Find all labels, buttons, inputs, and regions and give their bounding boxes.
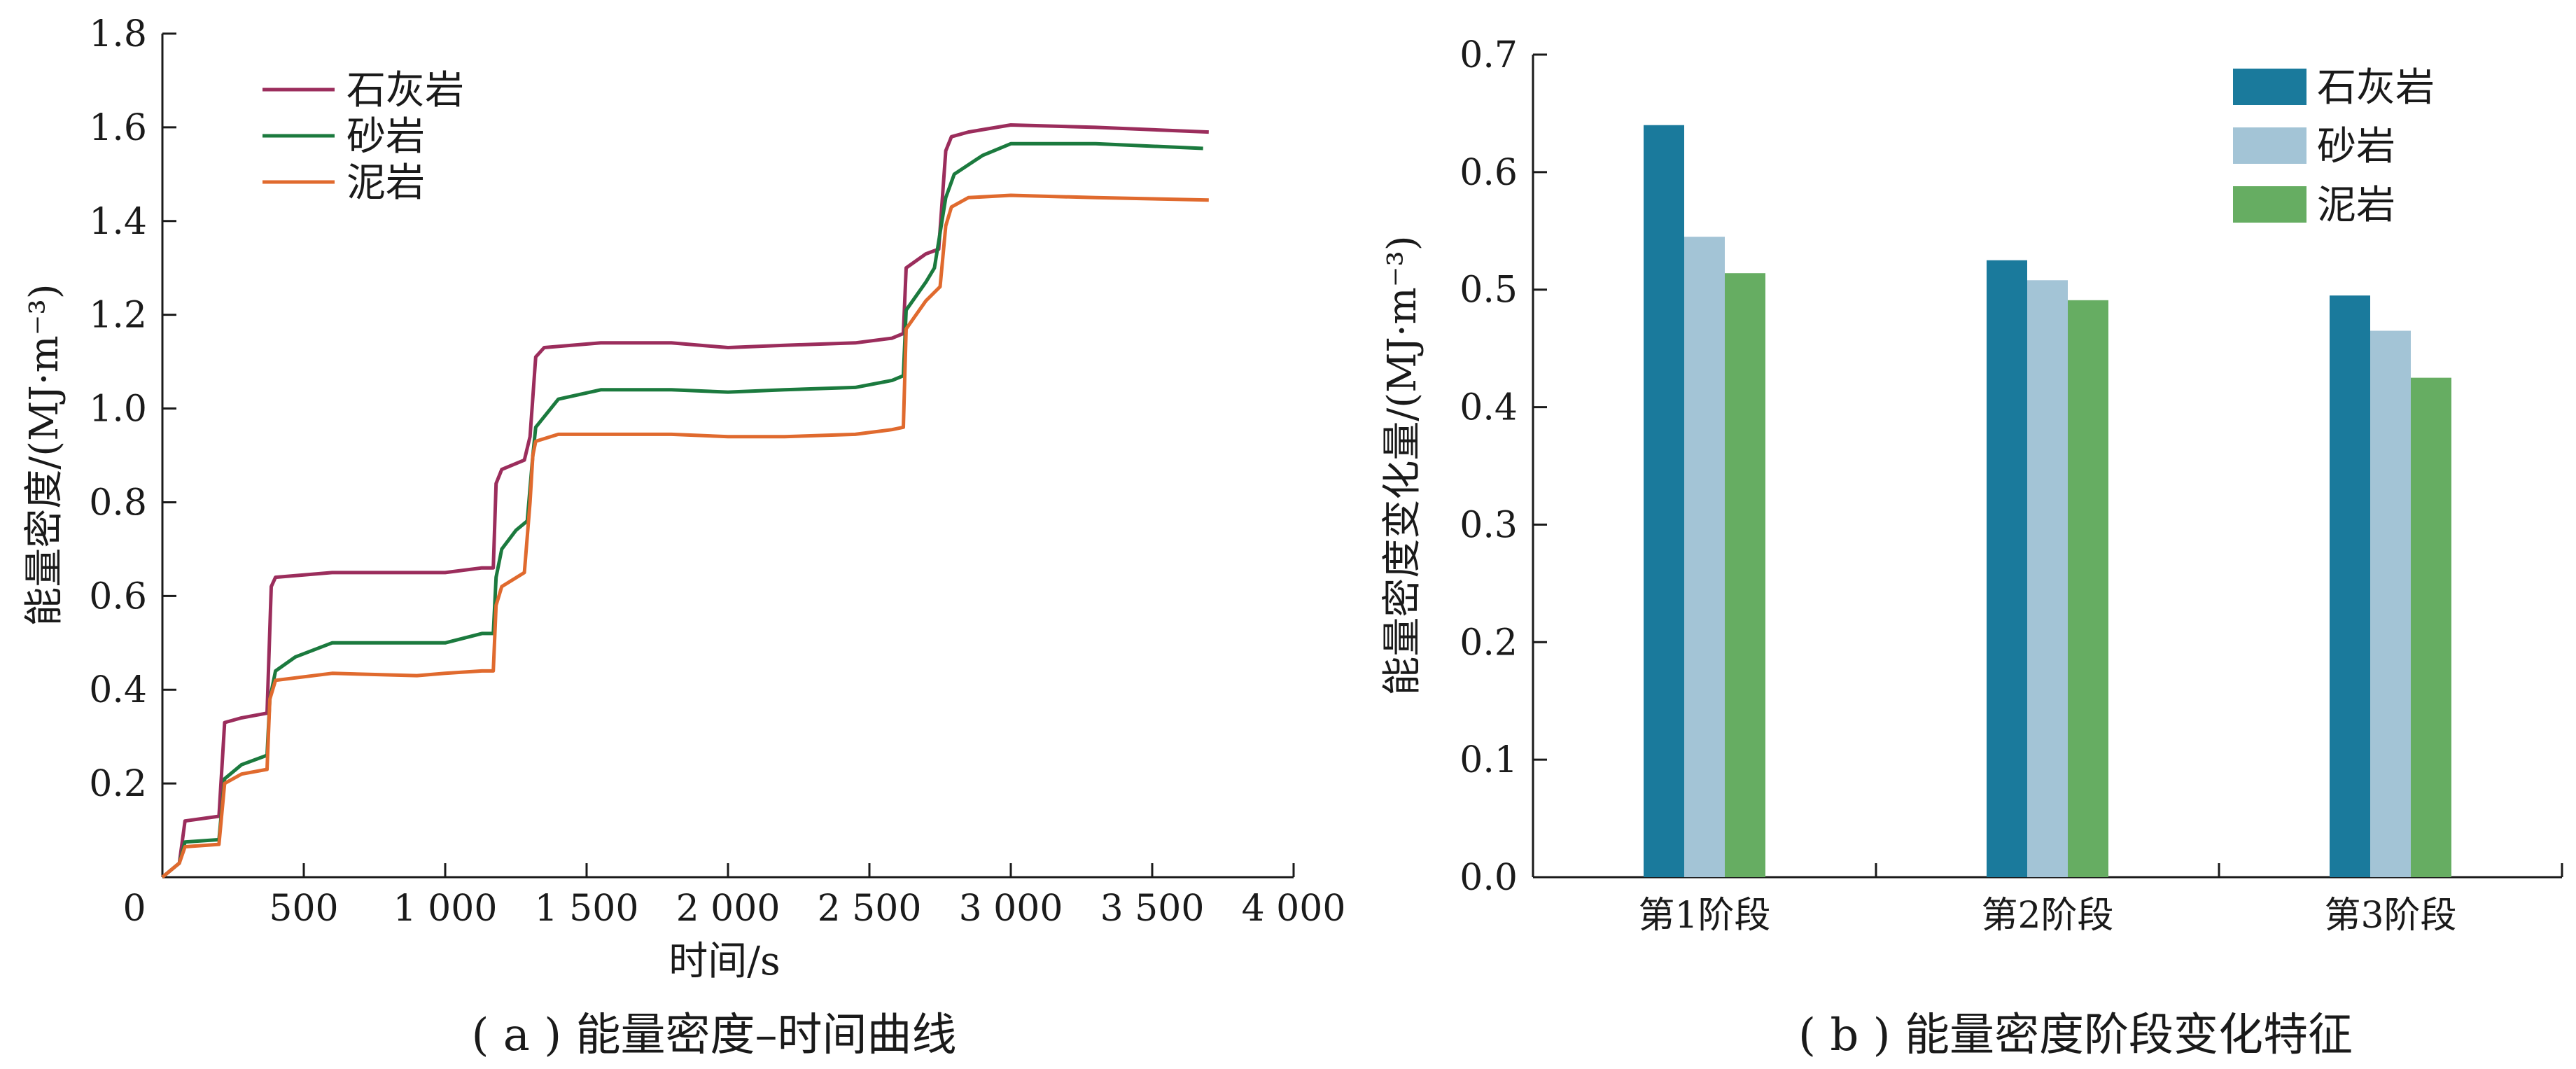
legend-swatch: [2233, 69, 2306, 105]
y-tick-label: 1.0: [89, 389, 147, 431]
y-tick-label: 1.2: [89, 295, 147, 337]
bar-chart-panel: 0.0 0.1 0.2 0.3 0.4 0.5 0.6 0.7 第1阶段 第2阶段 第3阶段 石灰岩…: [1380, 34, 2563, 1061]
line-chart-axes: 0.2 0.4 0.6 0.8 1.0 1.2 1.4 1.6 1.8 0 500 1 000 1 50…: [89, 13, 1345, 930]
y-tick-label: 0.2: [89, 763, 147, 805]
x-tick-label: 第3阶段: [2324, 895, 2456, 937]
series-line: [161, 193, 1209, 879]
line-chart-ylabel: 能量密度/(MJ·m⁻³): [22, 284, 67, 626]
bar: [1684, 237, 1725, 877]
bar: [2330, 295, 2370, 877]
x-tick-label: 500: [269, 888, 338, 930]
x-tick-label: 第1阶段: [1638, 895, 1770, 937]
x-tick-label: 3 000: [959, 888, 1063, 930]
y-tick-label: 1.8: [89, 13, 147, 55]
y-tick-label: 1.6: [89, 107, 147, 149]
y-tick-label: 0.0: [1460, 857, 1518, 899]
legend-label: 砂岩: [2317, 124, 2395, 169]
x-tick-label: 2 000: [676, 888, 780, 930]
y-tick-label: 0.4: [89, 669, 147, 711]
bar: [2068, 300, 2108, 878]
line-chart-series: [161, 123, 1209, 879]
y-tick-label: 0.7: [1460, 34, 1518, 76]
x-tick-label: 第2阶段: [1981, 895, 2113, 937]
bar: [1644, 125, 1684, 878]
y-tick-label: 0.3: [1460, 504, 1518, 546]
x-tick-label: 0: [122, 888, 146, 930]
x-tick-label: 3 500: [1100, 888, 1205, 930]
bar-chart-bars: [1644, 125, 2451, 878]
series-line: [161, 123, 1209, 879]
legend-label: 石灰岩: [346, 68, 464, 113]
y-tick-label: 0.8: [89, 482, 147, 524]
legend-label: 石灰岩: [2317, 65, 2435, 111]
x-tick-label: 1 000: [393, 888, 498, 930]
bar-chart-axes: 0.0 0.1 0.2 0.3 0.4 0.5 0.6 0.7 第1阶段 第2阶段 第3阶段: [1460, 34, 2563, 937]
y-tick-label: 0.6: [89, 575, 147, 617]
bar: [2411, 377, 2451, 877]
y-tick-label: 1.4: [89, 201, 147, 243]
bar-chart-caption: ( b ) 能量密度阶段变化特征: [1798, 1009, 2353, 1061]
x-tick-label: 4 000: [1242, 888, 1346, 930]
bar: [1987, 260, 2027, 877]
legend-swatch: [2233, 186, 2306, 223]
legend-swatch: [2233, 127, 2306, 164]
x-tick-label: 2 500: [818, 888, 922, 930]
y-tick-label: 0.6: [1460, 152, 1518, 194]
bar-chart-ylabel: 能量密度变化量/(MJ·m⁻³): [1380, 235, 1425, 695]
y-tick-label: 0.4: [1460, 387, 1518, 429]
series-line: [161, 141, 1203, 879]
y-tick-label: 0.1: [1460, 739, 1518, 781]
legend-label: 泥岩: [346, 160, 425, 206]
legend-label: 砂岩: [346, 114, 425, 160]
y-tick-label: 0.5: [1460, 270, 1518, 312]
x-tick-label: 1 500: [535, 888, 639, 930]
legend-label: 泥岩: [2317, 183, 2395, 228]
bar: [2370, 330, 2411, 877]
line-chart-caption: ( a ) 能量密度–时间曲线: [471, 1009, 956, 1061]
bar: [2027, 280, 2068, 877]
line-chart-panel: 0.2 0.4 0.6 0.8 1.0 1.2 1.4 1.6 1.8 0 500 1 000 1 50…: [22, 13, 1345, 1061]
line-chart-xlabel: 时间/s: [668, 939, 780, 984]
bar: [1725, 273, 1765, 877]
y-tick-label: 0.2: [1460, 622, 1518, 664]
